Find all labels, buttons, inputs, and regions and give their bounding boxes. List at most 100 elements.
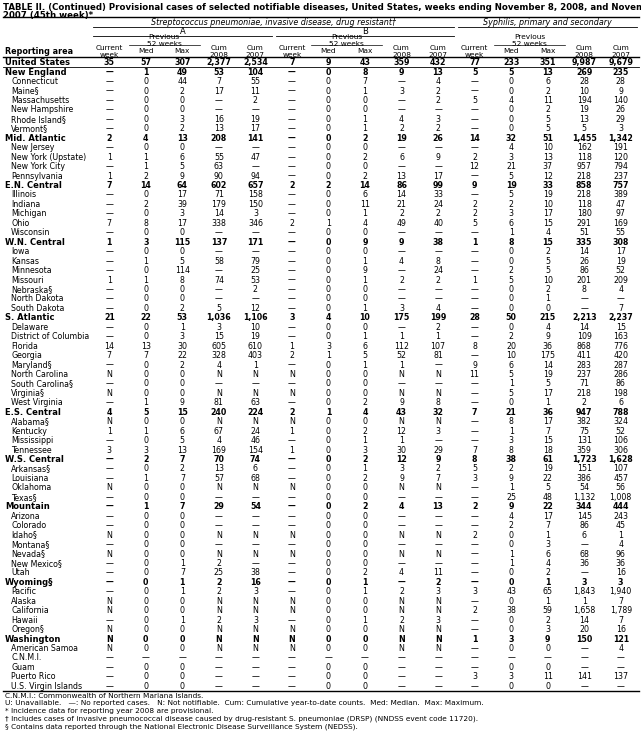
Text: 3: 3 [472, 672, 477, 681]
Text: 3: 3 [436, 587, 440, 596]
Text: Med: Med [320, 48, 337, 54]
Text: 0: 0 [326, 587, 331, 596]
Text: 9,987: 9,987 [572, 58, 597, 67]
Text: 2,534: 2,534 [243, 58, 268, 67]
Text: 0: 0 [363, 285, 367, 294]
Text: 14: 14 [140, 181, 151, 190]
Text: N: N [253, 597, 258, 606]
Text: 0: 0 [363, 681, 367, 690]
Text: 19: 19 [251, 332, 260, 341]
Text: 0: 0 [144, 370, 148, 379]
Text: 6: 6 [581, 530, 587, 539]
Text: Cum
2008: Cum 2008 [575, 44, 594, 58]
Text: 1: 1 [472, 275, 477, 284]
Text: 38: 38 [506, 455, 517, 464]
Text: 0: 0 [508, 663, 513, 672]
Text: 1: 1 [363, 115, 367, 124]
Text: 15: 15 [177, 408, 188, 417]
Text: 65: 65 [543, 587, 553, 596]
Text: 0: 0 [180, 379, 185, 388]
Text: 24: 24 [251, 426, 260, 435]
Text: 1: 1 [143, 67, 149, 77]
Text: § Contains data reported through the National Electronic Disease Surveillance Sy: § Contains data reported through the Nat… [5, 723, 358, 729]
Text: —: — [434, 559, 442, 568]
Text: —: — [215, 493, 223, 502]
Text: 5: 5 [180, 162, 185, 171]
Text: Mid. Atlantic: Mid. Atlantic [5, 134, 66, 143]
Text: 5: 5 [508, 171, 513, 180]
Text: E.N. Central: E.N. Central [5, 181, 62, 190]
Text: 1: 1 [545, 597, 550, 606]
Text: —: — [617, 663, 625, 672]
Text: Med: Med [138, 48, 154, 54]
Text: 28: 28 [469, 313, 480, 322]
Text: —: — [470, 540, 479, 549]
Text: 0: 0 [363, 247, 367, 256]
Text: 0: 0 [144, 87, 148, 96]
Text: —: — [105, 672, 113, 681]
Text: Georgia: Georgia [11, 351, 42, 360]
Text: 1,132: 1,132 [573, 493, 595, 502]
Text: 2: 2 [180, 465, 185, 473]
Text: —: — [288, 228, 296, 237]
Text: —: — [105, 399, 113, 408]
Text: 2: 2 [435, 578, 441, 587]
Text: 2: 2 [399, 587, 404, 596]
Text: 16: 16 [616, 568, 626, 577]
Text: 5: 5 [545, 379, 550, 388]
Text: Michigan: Michigan [11, 209, 46, 218]
Text: 2: 2 [545, 87, 550, 96]
Text: 291: 291 [577, 219, 592, 228]
Text: —: — [288, 559, 296, 568]
Text: 36: 36 [616, 559, 626, 568]
Text: 1: 1 [618, 530, 623, 539]
Text: TABLE II. (Continued) Provisional cases of selected notifiable diseases, United : TABLE II. (Continued) Provisional cases … [3, 3, 641, 12]
Text: 1,342: 1,342 [608, 134, 633, 143]
Text: 0: 0 [508, 597, 513, 606]
Text: —: — [397, 322, 406, 332]
Text: 201: 201 [577, 275, 592, 284]
Text: —: — [288, 654, 296, 663]
Text: Mississippi: Mississippi [11, 436, 53, 445]
Text: 20: 20 [506, 342, 516, 351]
Text: 6: 6 [180, 426, 185, 435]
Text: 4: 4 [363, 219, 367, 228]
Text: 9: 9 [545, 634, 551, 643]
Text: —: — [580, 644, 588, 653]
Text: South Dakota: South Dakota [11, 304, 64, 313]
Text: 4: 4 [508, 512, 513, 521]
Text: 7: 7 [179, 502, 185, 512]
Text: 0: 0 [326, 597, 331, 606]
Text: 0: 0 [180, 389, 185, 398]
Text: 0: 0 [144, 417, 148, 426]
Text: New Mexico§: New Mexico§ [11, 559, 62, 568]
Text: Pennsylvania: Pennsylvania [11, 171, 63, 180]
Text: —: — [178, 654, 187, 663]
Text: 2: 2 [436, 322, 440, 332]
Text: 17: 17 [543, 209, 553, 218]
Text: 120: 120 [613, 153, 628, 162]
Text: 24: 24 [433, 266, 443, 275]
Text: —: — [397, 228, 406, 237]
Text: 13: 13 [178, 446, 187, 455]
Text: 2: 2 [545, 568, 550, 577]
Text: —: — [288, 436, 296, 445]
Text: 9: 9 [436, 153, 440, 162]
Text: 420: 420 [613, 351, 628, 360]
Text: N: N [289, 370, 295, 379]
Text: 444: 444 [613, 502, 629, 512]
Text: 179: 179 [212, 200, 226, 209]
Text: 1: 1 [144, 257, 148, 266]
Text: 10: 10 [543, 144, 553, 153]
Text: 1,723: 1,723 [572, 455, 597, 464]
Text: 1,940: 1,940 [610, 587, 632, 596]
Text: 6: 6 [399, 153, 404, 162]
Text: Current
week: Current week [96, 44, 123, 58]
Text: 3: 3 [180, 115, 185, 124]
Text: 26: 26 [579, 257, 589, 266]
Text: 0: 0 [326, 87, 331, 96]
Text: N: N [253, 530, 258, 539]
Text: Oregon§: Oregon§ [11, 625, 44, 634]
Text: 54: 54 [579, 483, 589, 492]
Text: —: — [434, 379, 442, 388]
